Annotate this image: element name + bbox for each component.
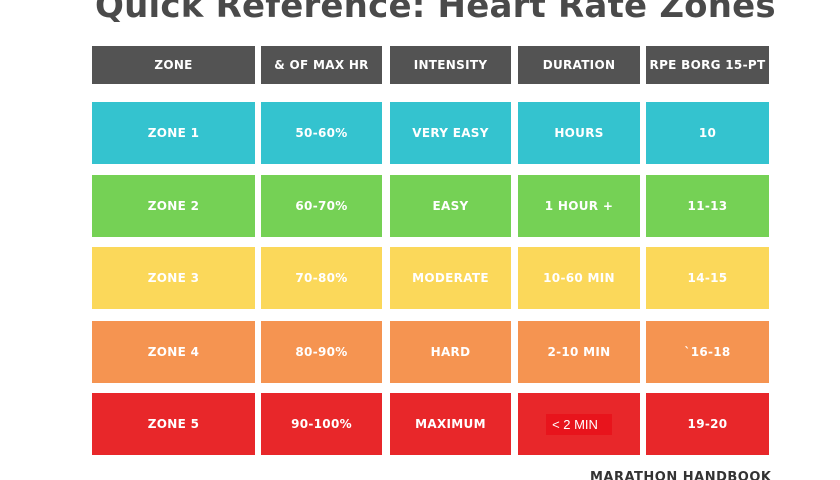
footer-brand: MARATHON HANDBOOK — [590, 470, 772, 480]
zone-1-intensity-cell: VERY EASY — [390, 102, 511, 164]
duration-highlight-label: < 2 MIN — [546, 413, 612, 435]
zone-3-intensity-cell: MODERATE — [390, 247, 511, 309]
zone-4-duration-cell: 2-10 MIN — [518, 321, 640, 383]
zone-1-duration-cell: HOURS — [518, 102, 640, 164]
zone-5-rpe-cell: 19-20 — [646, 393, 769, 455]
zone-4-intensity-cell: HARD — [390, 321, 511, 383]
column-header-duration: DURATION — [518, 46, 640, 84]
zone-1-max-hr-cell: 50-60% — [261, 102, 382, 164]
zone-3-rpe-cell: 14-15 — [646, 247, 769, 309]
zone-5-intensity-cell: MAXIMUM — [390, 393, 511, 455]
column-header-intensity: INTENSITY — [390, 46, 511, 84]
zone-2-max-hr-cell: 60-70% — [261, 175, 382, 237]
column-header-rpe: RPE BORG 15-PT — [646, 46, 769, 84]
zone-1-zone-cell: ZONE 1 — [92, 102, 255, 164]
zone-3-zone-cell: ZONE 3 — [92, 247, 255, 309]
zone-4-max-hr-cell: 80-90% — [261, 321, 382, 383]
zone-4-zone-cell: ZONE 4 — [92, 321, 255, 383]
page-title: Quick Reference: Heart Rate Zones — [95, 0, 776, 26]
column-header-max-hr: & OF MAX HR — [261, 46, 382, 84]
column-header-zone: ZONE — [92, 46, 255, 84]
zone-1-rpe-cell: 10 — [646, 102, 769, 164]
zone-2-zone-cell: ZONE 2 — [92, 175, 255, 237]
zone-3-duration-cell: 10-60 MIN — [518, 247, 640, 309]
zone-2-rpe-cell: 11-13 — [646, 175, 769, 237]
zone-5-duration-cell: < 2 MIN — [518, 393, 640, 455]
zone-5-zone-cell: ZONE 5 — [92, 393, 255, 455]
zone-2-intensity-cell: EASY — [390, 175, 511, 237]
zone-3-max-hr-cell: 70-80% — [261, 247, 382, 309]
zone-4-rpe-cell: `16-18 — [646, 321, 769, 383]
zone-2-duration-cell: 1 HOUR + — [518, 175, 640, 237]
zone-5-max-hr-cell: 90-100% — [261, 393, 382, 455]
